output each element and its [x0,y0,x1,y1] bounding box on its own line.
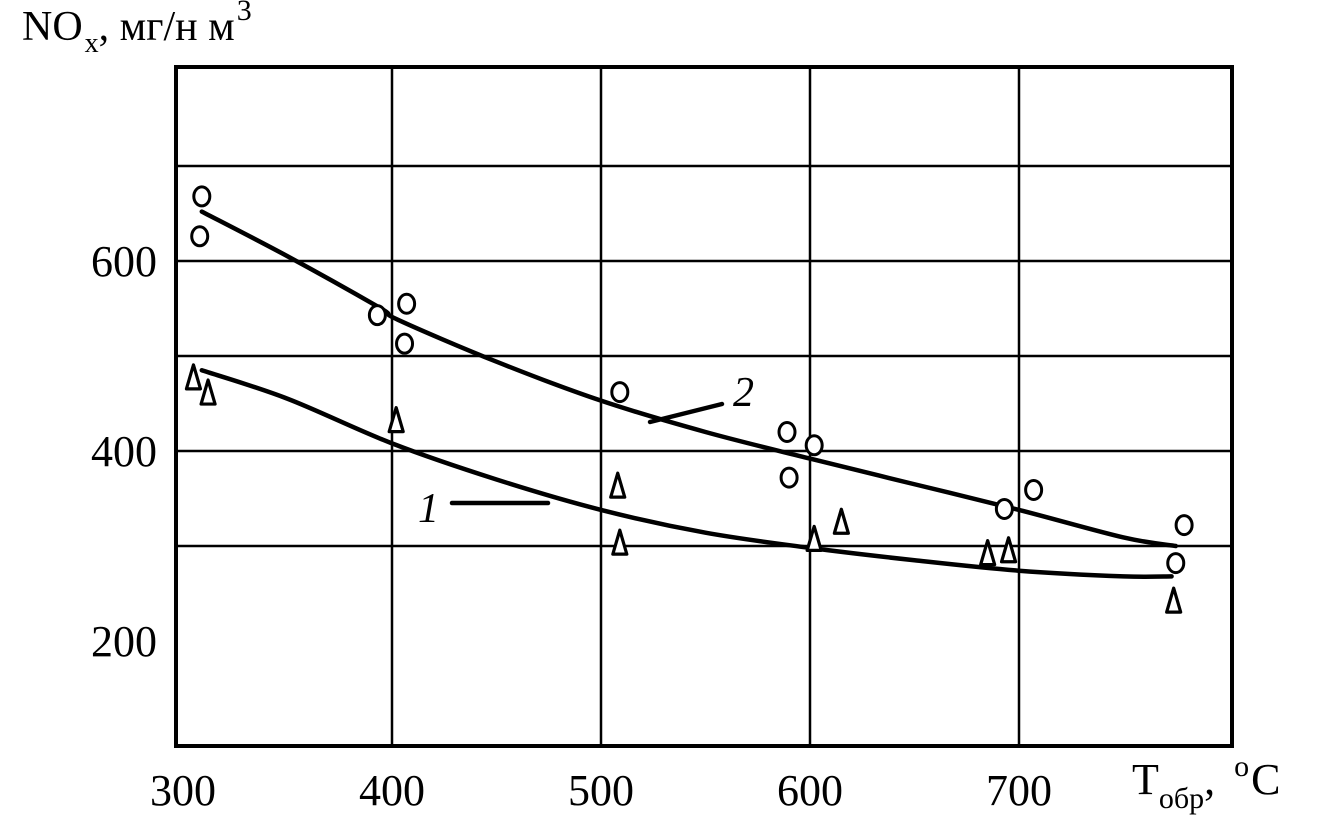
triangle-marker [832,507,850,535]
circle-marker [1024,478,1044,501]
x-tick-label: 500 [568,766,634,815]
circle-marker [994,497,1014,520]
x-tick-label: 300 [150,766,216,815]
circle-marker [190,225,210,248]
x-axis-label: Tобр, oC [1132,750,1281,815]
triangle-marker [1165,586,1183,614]
circle-marker [395,332,415,355]
data-points [184,185,1194,614]
plot-frame [174,65,1234,748]
series-leader-line [647,401,725,425]
circle-marker [779,466,799,489]
circle-marker [1174,514,1194,537]
triangle-marker [999,536,1018,564]
x-tick-label: 400 [359,766,425,815]
circle-marker [1166,552,1186,575]
series-label: 1 [418,486,439,532]
triangle-marker [611,528,629,556]
triangle-marker [805,524,823,552]
y-tick-label: 400 [91,427,157,476]
tick-labels: 300 400 500 600 700 200 400 600 [91,237,1052,815]
circle-marker [610,381,630,404]
fit-curves [199,209,1178,580]
circle-marker [192,185,212,208]
triangle-marker [609,471,627,499]
circle-marker [804,434,824,457]
triangle-marker [979,538,997,567]
circle-marker [777,421,797,443]
circle-marker [367,304,387,327]
x-tick-label: 700 [986,766,1052,815]
y-tick-label: 600 [91,237,157,286]
x-tick-label: 600 [777,766,843,815]
triangle-marker [199,378,217,406]
series-label: 2 [733,370,754,416]
circle-marker [397,292,417,315]
series-labels: 12 [418,370,754,532]
y-tick-label: 200 [91,617,157,666]
triangle-marker [184,363,203,391]
fit-curve-series-1 [199,368,1174,580]
y-axis-label: NOx, мг/н м3 [22,0,252,59]
gridlines [176,67,1232,746]
triangle-marker [387,406,405,434]
